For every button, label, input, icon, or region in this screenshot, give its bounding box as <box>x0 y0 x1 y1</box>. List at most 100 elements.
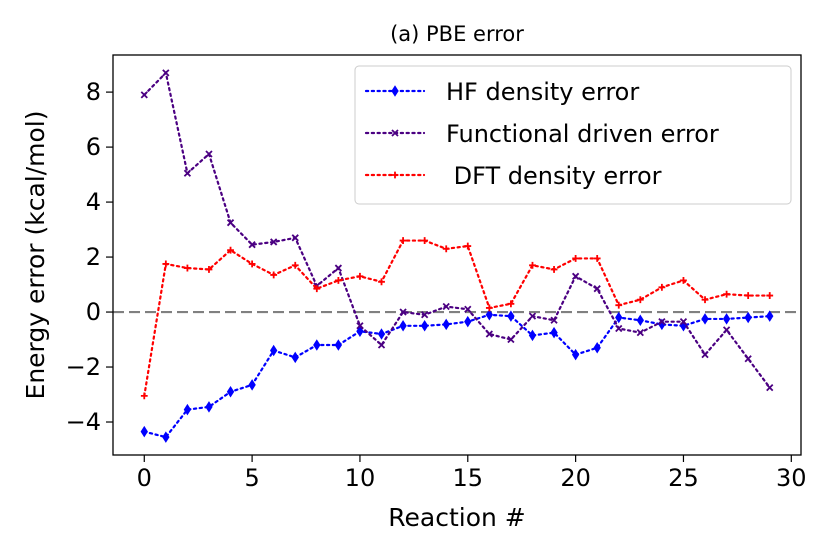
data-point-functional-driven-error <box>442 302 450 311</box>
data-point-dft-density-error <box>248 260 256 268</box>
data-point-dft-density-error <box>162 260 170 268</box>
data-point-functional-driven-error <box>593 285 601 293</box>
data-point-functional-driven-error <box>679 318 688 326</box>
y-tick-label: 4 <box>86 188 101 216</box>
data-point-hf-density-error <box>636 314 644 327</box>
data-point-functional-driven-error <box>550 316 558 324</box>
data-point-dft-density-error <box>550 266 558 273</box>
data-point-functional-driven-error <box>334 264 343 272</box>
data-point-hf-density-error <box>464 315 472 328</box>
data-point-hf-density-error <box>162 431 170 443</box>
x-tick-label: 0 <box>137 464 152 492</box>
series-line-dft-density-error <box>143 239 771 397</box>
x-tick-label: 20 <box>560 464 591 492</box>
data-point-functional-driven-error <box>507 335 515 344</box>
data-point-dft-density-error <box>205 266 213 273</box>
data-point-functional-driven-error <box>356 322 364 330</box>
data-point-hf-density-error <box>528 329 537 342</box>
data-point-functional-driven-error <box>766 384 774 392</box>
x-axis-label: Reaction # <box>388 503 525 532</box>
data-point-functional-driven-error <box>658 318 666 326</box>
data-point-hf-density-error <box>593 342 601 354</box>
data-point-dft-density-error <box>356 272 364 280</box>
y-axis-label: Energy error (kcal/mol) <box>21 111 50 400</box>
data-point-hf-density-error <box>183 403 192 416</box>
data-point-hf-density-error <box>270 344 278 357</box>
data-point-functional-driven-error <box>485 330 493 338</box>
data-point-hf-density-error <box>313 339 321 351</box>
x-axis: 0 5 10 15 20 25 30 <box>137 455 807 492</box>
data-point-hf-density-error <box>571 348 580 361</box>
y-tick-label: 8 <box>86 78 101 106</box>
data-point-hf-density-error <box>442 318 450 331</box>
data-point-hf-density-error <box>248 379 256 391</box>
legend-box <box>354 65 792 205</box>
data-point-hf-density-error <box>550 326 558 339</box>
data-point-hf-density-error <box>507 310 515 322</box>
data-point-dft-density-error <box>572 255 580 262</box>
legend-label-hf-density-error: HF density error <box>446 78 639 106</box>
y-tick-label: 0 <box>86 298 101 326</box>
data-point-hf-density-error <box>356 325 364 338</box>
data-point-functional-driven-error <box>399 308 407 316</box>
x-tick-label: 10 <box>345 464 376 492</box>
data-point-functional-driven-error <box>205 150 213 158</box>
data-point-dft-density-error <box>184 264 191 272</box>
data-point-functional-driven-error <box>421 311 429 319</box>
data-point-hf-density-error <box>722 313 731 325</box>
y-tick-label: 2 <box>86 243 101 271</box>
y-tick-label: 6 <box>86 133 101 161</box>
data-point-dft-density-error <box>615 301 623 309</box>
data-point-dft-density-error <box>766 292 774 299</box>
data-point-dft-density-error <box>140 392 148 400</box>
x-tick-label: 5 <box>244 464 259 492</box>
plot-area <box>113 69 801 443</box>
data-point-dft-density-error <box>291 261 299 269</box>
plot-frame <box>112 54 802 456</box>
data-point-functional-driven-error <box>722 326 731 334</box>
data-point-functional-driven-error <box>636 329 644 337</box>
data-point-hf-density-error <box>485 309 494 321</box>
data-point-dft-density-error <box>485 304 493 312</box>
data-point-hf-density-error <box>744 311 752 324</box>
series-functional-driven-error <box>140 69 774 392</box>
legend-label-dft-density-error: DFT density error <box>446 162 662 190</box>
data-point-hf-density-error <box>399 320 407 332</box>
data-point-dft-density-error <box>270 271 278 279</box>
data-point-hf-density-error <box>615 311 623 324</box>
data-point-dft-density-error <box>507 300 515 308</box>
legend-marker-dft-density-error <box>391 171 399 179</box>
data-point-dft-density-error <box>701 296 709 304</box>
data-point-hf-density-error <box>334 339 343 351</box>
data-point-dft-density-error <box>313 285 321 293</box>
data-point-functional-driven-error <box>528 312 537 320</box>
data-point-dft-density-error <box>529 261 536 269</box>
data-point-hf-density-error <box>420 320 429 332</box>
data-point-dft-density-error <box>723 290 730 298</box>
data-point-functional-driven-error <box>464 305 472 313</box>
data-point-hf-density-error <box>140 425 148 438</box>
series-line-functional-driven-error <box>143 70 771 389</box>
data-point-hf-density-error <box>701 313 709 325</box>
series-dft-density-error <box>140 237 774 400</box>
data-point-functional-driven-error <box>183 169 192 177</box>
data-point-dft-density-error <box>399 237 407 244</box>
y-tick-label: −4 <box>66 408 101 436</box>
series-line-hf-density-error <box>143 313 771 439</box>
data-point-functional-driven-error <box>744 355 752 363</box>
data-point-dft-density-error <box>334 277 342 284</box>
data-point-hf-density-error <box>291 351 299 364</box>
data-point-dft-density-error <box>593 255 601 262</box>
data-point-dft-density-error <box>464 242 472 250</box>
data-point-dft-density-error <box>378 278 385 286</box>
legend-label-functional-driven-error: Functional driven error <box>446 120 719 148</box>
data-point-functional-driven-error <box>615 324 623 333</box>
data-point-functional-driven-error <box>226 219 235 227</box>
data-point-functional-driven-error <box>377 341 386 349</box>
x-tick-label: 15 <box>453 464 484 492</box>
data-point-dft-density-error <box>636 296 644 304</box>
y-tick-label: −2 <box>66 353 101 381</box>
data-point-dft-density-error <box>658 283 666 291</box>
